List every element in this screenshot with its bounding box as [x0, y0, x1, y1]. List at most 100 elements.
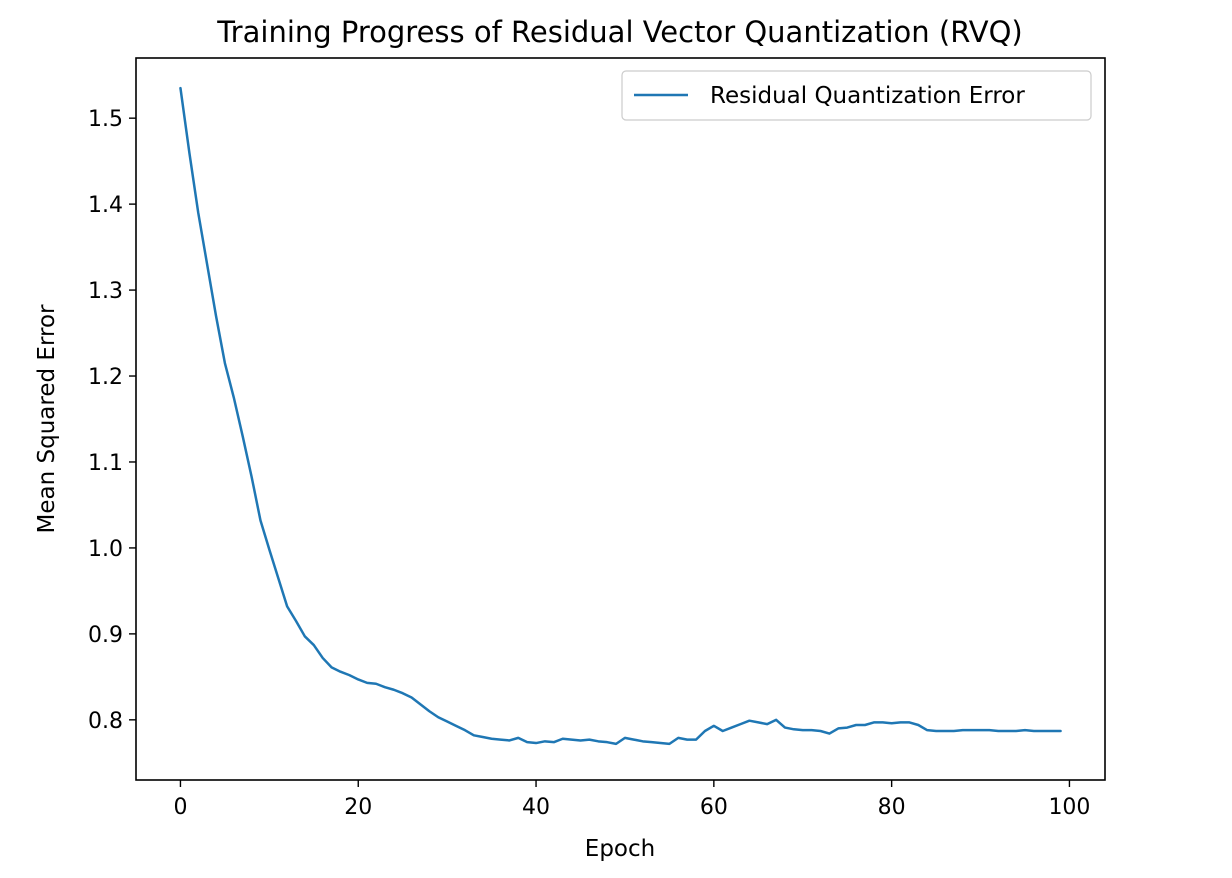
data-point — [925, 728, 929, 732]
data-point — [570, 738, 574, 742]
data-point — [383, 685, 387, 689]
data-point — [561, 737, 565, 741]
data-point — [187, 151, 191, 155]
y-axis-label: Mean Squared Error — [34, 304, 60, 533]
data-point — [285, 604, 289, 608]
data-point — [659, 741, 663, 745]
data-point — [943, 729, 947, 733]
data-point — [241, 434, 245, 438]
y-tick-label: 1.3 — [88, 279, 123, 304]
data-point — [392, 688, 396, 692]
series-points — [178, 86, 1062, 746]
data-point — [205, 262, 209, 266]
data-point — [970, 728, 974, 732]
data-point — [374, 682, 378, 686]
data-point — [827, 732, 831, 736]
data-point — [836, 726, 840, 730]
data-point — [356, 677, 360, 681]
data-point — [410, 695, 414, 699]
data-point — [312, 643, 316, 647]
data-point — [739, 722, 743, 726]
data-point — [774, 718, 778, 722]
y-tick-label: 1.0 — [88, 537, 123, 562]
data-point — [676, 736, 680, 740]
data-point — [525, 740, 529, 744]
y-tick-label: 1.1 — [88, 451, 123, 476]
data-point — [783, 726, 787, 730]
data-point — [872, 720, 876, 724]
data-point — [347, 673, 351, 677]
data-point — [899, 720, 903, 724]
data-point — [712, 724, 716, 728]
data-point — [934, 729, 938, 733]
data-point — [267, 548, 271, 552]
data-point — [418, 702, 422, 706]
data-point — [454, 724, 458, 728]
data-point — [1041, 729, 1045, 733]
data-point — [623, 736, 627, 740]
x-tick-label: 100 — [1048, 795, 1090, 820]
x-tick-label: 60 — [700, 795, 728, 820]
data-point — [721, 729, 725, 733]
x-axis-label: Epoch — [585, 836, 655, 862]
data-point — [907, 720, 911, 724]
data-point — [365, 681, 369, 685]
data-point — [498, 738, 502, 742]
legend-box — [621, 70, 1092, 121]
data-point — [881, 720, 885, 724]
chart-title: Training Progress of Residual Vector Qua… — [216, 15, 1023, 49]
data-point — [1023, 728, 1027, 732]
data-point — [258, 518, 262, 522]
data-point — [445, 720, 449, 724]
data-point — [694, 738, 698, 742]
data-point — [223, 361, 227, 365]
series-line-residual-quantization-error — [179, 86, 1062, 746]
data-point — [996, 729, 1000, 733]
data-point — [605, 740, 609, 744]
data-point — [632, 738, 636, 742]
y-tick-label: 0.8 — [88, 709, 123, 734]
data-point — [490, 737, 494, 741]
data-point — [472, 733, 476, 737]
x-tick-label: 0 — [173, 795, 187, 820]
data-point — [1014, 729, 1018, 733]
data-point — [979, 728, 983, 732]
data-point — [401, 691, 405, 695]
data-point — [1059, 729, 1063, 733]
data-point — [730, 726, 734, 730]
data-point — [961, 728, 965, 732]
data-point — [463, 728, 467, 732]
legend: Residual Quantization Error — [621, 70, 1092, 121]
data-point — [890, 721, 894, 725]
data-point — [756, 720, 760, 724]
data-point — [667, 742, 671, 746]
data-point — [854, 723, 858, 727]
data-point — [703, 729, 707, 733]
data-point — [685, 738, 689, 742]
data-point — [747, 719, 751, 723]
data-point — [845, 726, 849, 730]
plot-frame — [135, 57, 1106, 781]
data-point — [801, 728, 805, 732]
data-point — [792, 727, 796, 731]
data-point — [481, 735, 485, 739]
y-axis: 0.8 0.9 1.0 1.1 1.2 1.3 1.4 1.5 — [88, 107, 136, 734]
data-point — [178, 86, 182, 90]
data-point — [810, 728, 814, 732]
y-tick-label: 1.5 — [88, 107, 123, 132]
data-point — [641, 739, 645, 743]
data-point — [250, 475, 254, 479]
x-tick-label: 80 — [878, 795, 906, 820]
data-point — [596, 739, 600, 743]
data-point — [321, 656, 325, 660]
legend-label: Residual Quantization Error — [710, 83, 1025, 109]
y-tick-label: 0.9 — [88, 623, 123, 648]
data-point — [819, 729, 823, 733]
data-point — [863, 723, 867, 727]
x-axis: 0 20 40 60 80 100 — [173, 780, 1090, 820]
x-tick-label: 40 — [522, 795, 550, 820]
data-point — [427, 709, 431, 713]
data-point — [987, 728, 991, 732]
y-tick-label: 1.2 — [88, 365, 123, 390]
